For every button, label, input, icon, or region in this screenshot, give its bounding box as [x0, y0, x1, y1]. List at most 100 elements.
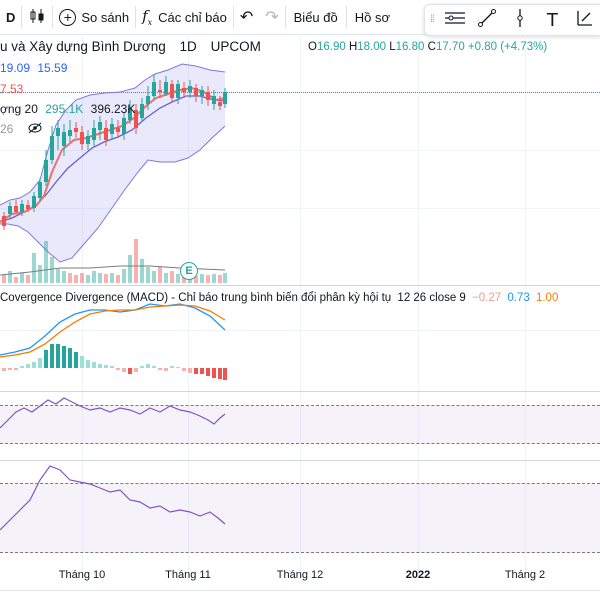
macd-histogram-bar — [56, 344, 60, 368]
candle-body — [146, 96, 150, 104]
macd-histogram-bar — [32, 362, 36, 368]
candle-body — [74, 128, 78, 132]
interval-button[interactable]: D — [0, 0, 21, 34]
symbol-exchange: UPCOM — [210, 39, 261, 54]
horizontal-lines-tool[interactable] — [439, 5, 471, 35]
toolbar-divider — [135, 6, 137, 28]
bottom-bar — [0, 590, 600, 601]
grid-line — [82, 34, 83, 579]
macd-histogram-bar — [38, 358, 42, 368]
pane-separator[interactable] — [0, 391, 600, 392]
macd-histogram-bar — [98, 364, 102, 368]
macd-histogram-bar — [200, 368, 204, 374]
macd-signal-value: 1.00 — [535, 292, 559, 304]
bollinger-upper-line — [0, 63, 226, 206]
indicators-button[interactable]: fx Các chỉ báo — [136, 0, 233, 34]
macd-title: Covergence Divergence (MACD) - Chỉ báo t… — [0, 292, 392, 304]
open-label: O — [308, 41, 317, 53]
candle-body — [62, 132, 66, 146]
candle-body — [140, 104, 144, 118]
volume-bar — [86, 275, 90, 283]
volume-bar — [128, 255, 132, 283]
macd-histogram-bar — [14, 368, 18, 370]
redo-button[interactable]: ↷ — [259, 0, 284, 34]
measure-icon — [575, 8, 595, 33]
bb-upper-value: 19.09 — [0, 61, 31, 75]
eye-off-icon[interactable] — [27, 122, 43, 137]
volume-bar — [62, 271, 66, 283]
volume-bar — [74, 275, 78, 283]
earnings-marker[interactable]: E — [180, 262, 198, 280]
compare-button[interactable]: + So sánh — [53, 0, 135, 34]
bb-lower-value: 15.59 — [37, 61, 68, 75]
volume-bar — [122, 269, 126, 283]
volume-label: ợng 20 — [0, 102, 38, 116]
candle-body — [158, 90, 162, 92]
macd-histogram-bar — [212, 368, 216, 378]
drawing-toolbar: ⁞⁞ T — [424, 4, 600, 36]
low-label: L — [389, 41, 396, 53]
profile-button[interactable]: Hồ sơ — [347, 0, 398, 34]
time-label: Tháng 11 — [165, 569, 211, 581]
candle-body — [8, 206, 12, 214]
time-label: 2022 — [405, 569, 431, 581]
oscillator-band-2 — [0, 483, 600, 553]
trend-line-tool[interactable] — [471, 5, 503, 35]
high-label: H — [348, 41, 358, 53]
macd-histogram-bar — [134, 368, 138, 372]
macd-histogram-bar — [104, 365, 108, 368]
candle-body — [98, 122, 102, 130]
ohlc-legend: O16.90 H18.00 L16.80 C17.70 +0.80 (+4.73… — [308, 41, 547, 53]
interval-label: D — [6, 9, 16, 25]
macd-histogram-bar — [128, 368, 132, 374]
candle-body — [44, 160, 48, 182]
volume-bar — [223, 273, 227, 283]
price-tag-value: 7.53 — [0, 82, 24, 96]
volume-bar — [146, 267, 150, 283]
volume-bar — [8, 271, 12, 283]
time-label: Tháng 12 — [276, 569, 324, 581]
candle-body — [206, 92, 210, 100]
plus-circle-icon: + — [59, 8, 77, 26]
drag-handle[interactable]: ⁞⁞ — [425, 5, 439, 35]
pane-separator[interactable] — [0, 460, 600, 461]
redo-icon: ↷ — [265, 9, 279, 26]
candle-body — [26, 205, 30, 209]
candle-body — [92, 128, 96, 140]
macd-histogram-bar — [44, 350, 48, 368]
candle-body — [170, 84, 174, 98]
candle-body — [176, 84, 180, 98]
candle-body — [14, 206, 18, 212]
candlestick-icon — [28, 7, 46, 28]
symbol-legend: u và Xây dựng Bình Dương 1D UPCOM — [0, 39, 261, 54]
vertical-line-tool[interactable] — [504, 5, 536, 35]
measure-tool[interactable] — [569, 5, 600, 35]
macd-histogram-bar — [2, 368, 6, 371]
candle-body — [50, 136, 54, 160]
volume-bar — [200, 274, 204, 283]
candles-button[interactable] — [22, 0, 52, 34]
oscillator-band-1 — [0, 405, 600, 444]
open-value: 16.90 — [316, 41, 346, 53]
undo-button[interactable]: ↶ — [234, 0, 259, 34]
volume-bar — [152, 271, 156, 283]
candle-body — [38, 182, 42, 198]
symbol-name: u và Xây dựng Bình Dương — [0, 39, 166, 54]
candle-body — [116, 128, 120, 132]
macd-histogram-bar — [68, 348, 72, 368]
candle-body — [80, 132, 84, 144]
earnings-marker-label: E — [185, 265, 193, 277]
volume-bar — [26, 275, 30, 283]
chart-type-button[interactable]: Biểu đồ — [286, 0, 346, 34]
macd-histogram-bar — [218, 368, 222, 379]
macd-histogram-bar — [110, 366, 114, 368]
function-icon: fx — [142, 7, 153, 27]
candle-body — [164, 82, 168, 94]
macd-histogram-bar — [80, 356, 84, 368]
candle-body — [56, 128, 60, 136]
macd-histogram-bar — [223, 368, 227, 380]
macd-histogram-bar — [188, 368, 192, 373]
pane-separator[interactable] — [0, 285, 600, 286]
text-tool[interactable]: T — [536, 5, 568, 35]
